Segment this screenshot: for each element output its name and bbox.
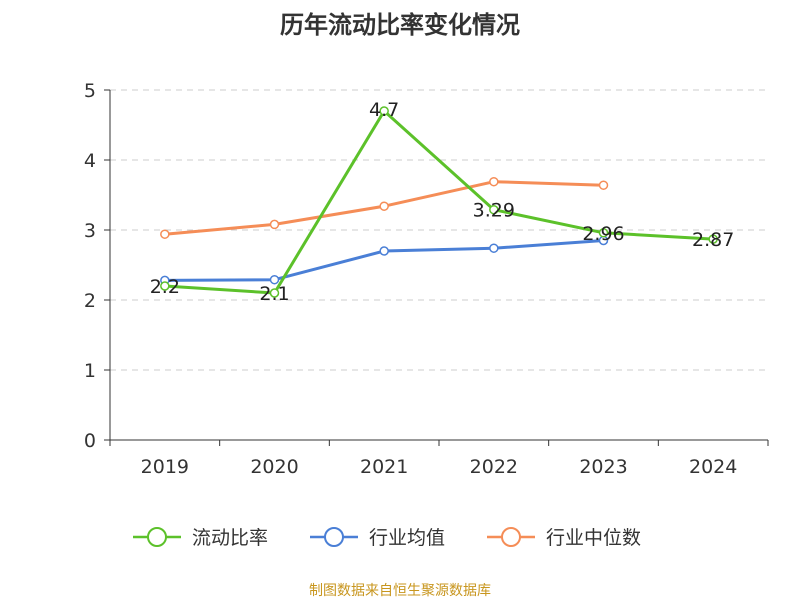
data-label: 2.1	[259, 283, 289, 305]
data-point	[489, 243, 499, 253]
data-label: 2.2	[150, 276, 180, 298]
y-tick-label: 5	[84, 80, 96, 102]
data-point	[379, 246, 389, 256]
data-label: 2.87	[692, 229, 734, 251]
legend-swatch-marker	[147, 527, 167, 547]
y-tick-label: 3	[84, 220, 96, 242]
legend-label: 流动比率	[192, 527, 268, 549]
legend-item[interactable]: 行业中位数	[487, 527, 641, 549]
data-point	[489, 176, 499, 187]
data-label: 3.29	[473, 200, 515, 222]
y-tick-label: 1	[84, 360, 96, 382]
source-note: 制图数据来自恒生聚源数据库	[309, 583, 491, 599]
x-tick-label: 2021	[360, 456, 408, 478]
chart-title: 历年流动比率变化情况	[280, 11, 520, 39]
series-line	[164, 109, 714, 295]
legend-label: 行业均值	[369, 527, 445, 549]
data-point	[379, 106, 389, 116]
legend-item[interactable]: 流动比率	[133, 527, 268, 549]
legend-swatch-marker	[501, 527, 521, 547]
x-tick-label: 2022	[470, 456, 518, 478]
data-point	[598, 228, 609, 238]
data-point	[269, 288, 280, 298]
data-labels: 2.2 2.1 4.7 3.29 2.96 2.87	[150, 99, 735, 305]
y-tick-label: 0	[84, 430, 96, 452]
x-tick-label: 2019	[141, 456, 189, 478]
axes: 0 1 2 3 4 5 2019 2020 2021 2022 2023 2024	[84, 80, 769, 478]
legend[interactable]: 流动比率 行业均值 行业中位数	[133, 527, 641, 549]
data-point	[160, 229, 170, 239]
y-tick-label: 4	[84, 150, 96, 172]
legend-item[interactable]: 行业均值	[310, 527, 445, 549]
data-point	[598, 180, 609, 190]
legend-label: 行业中位数	[546, 527, 641, 549]
data-point	[269, 274, 280, 285]
data-point	[379, 201, 389, 211]
legend-swatch-marker	[324, 527, 344, 547]
data-label: 2.96	[582, 223, 624, 245]
x-tick-label: 2020	[250, 456, 298, 478]
series-lines	[160, 106, 718, 298]
data-point	[708, 234, 718, 244]
data-label: 4.7	[369, 99, 399, 121]
x-tick-label: 2024	[689, 456, 737, 478]
x-tick-label: 2023	[579, 456, 627, 478]
data-point	[269, 219, 280, 230]
y-tick-label: 2	[84, 290, 96, 312]
data-point	[160, 281, 170, 291]
data-point	[489, 204, 499, 215]
